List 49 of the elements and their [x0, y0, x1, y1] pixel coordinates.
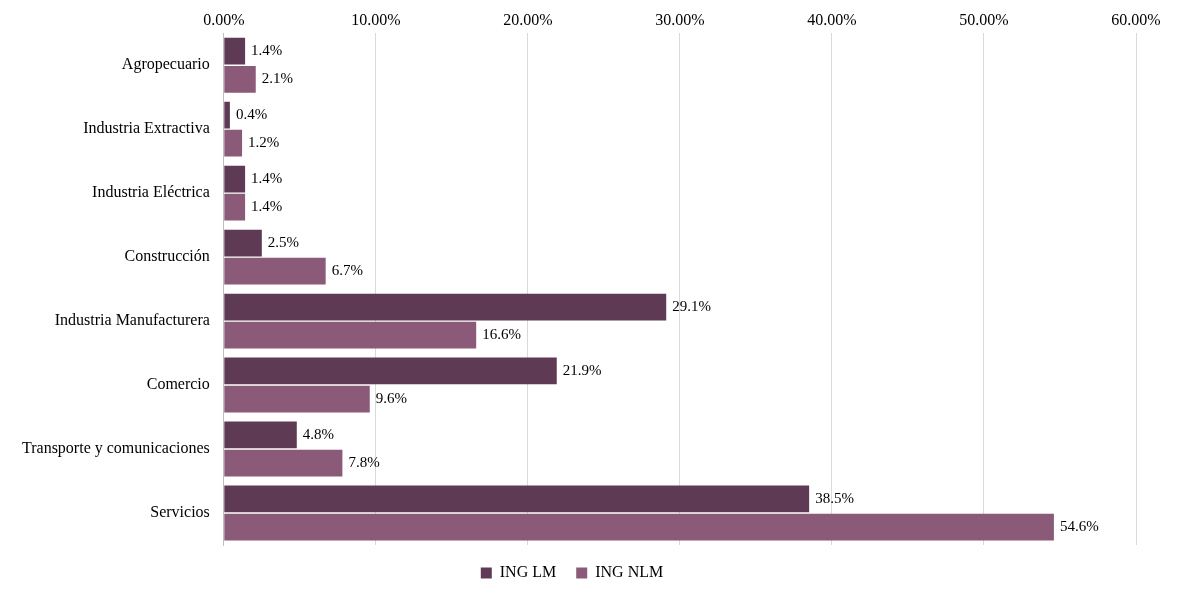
y-tick-label: Transporte y comunicaciones — [22, 439, 210, 458]
y-tick-label: Industria Eléctrica — [92, 183, 210, 201]
bar — [224, 357, 557, 385]
y-tick-label: Industria Manufacturera — [54, 311, 210, 329]
legend-label: ING NLM — [595, 563, 664, 581]
bar — [224, 129, 243, 157]
x-tick-label: 20.00% — [503, 10, 553, 28]
y-tick-label: Servicios — [150, 503, 210, 521]
bar — [224, 293, 667, 321]
bar — [224, 449, 343, 477]
data-label: 1.4% — [251, 170, 283, 186]
bar — [224, 165, 246, 193]
x-tick-label: 0.00% — [203, 10, 245, 28]
data-label: 7.8% — [348, 454, 380, 471]
bar — [224, 321, 477, 349]
data-label: 1.2% — [248, 134, 280, 151]
bar — [224, 385, 370, 413]
data-label: 6.7% — [331, 262, 363, 279]
bar — [224, 229, 262, 257]
legend-label: ING LM — [499, 563, 557, 581]
bar — [224, 37, 246, 65]
y-tick-label: Industria Extractiva — [83, 119, 210, 137]
bar — [224, 257, 326, 285]
bar — [224, 513, 1054, 541]
data-label: 54.6% — [1059, 518, 1099, 535]
data-label: 0.4% — [235, 106, 268, 123]
y-tick-label: Comercio — [146, 375, 210, 393]
bar — [224, 193, 246, 221]
data-label: 2.1% — [261, 70, 293, 87]
x-tick-label: 60.00% — [1111, 10, 1161, 28]
x-tick-label: 40.00% — [807, 10, 857, 28]
bar — [224, 485, 810, 513]
x-tick-label: 30.00% — [655, 10, 705, 28]
data-label: 21.9% — [562, 361, 602, 378]
data-label: 1.4% — [251, 42, 283, 59]
bar — [224, 101, 230, 129]
y-tick-label: Construcción — [124, 247, 210, 265]
x-tick-label: 10.00% — [351, 10, 401, 28]
data-label: 38.5% — [815, 489, 854, 506]
x-tick-label: 50.00% — [959, 10, 1009, 28]
data-label: 9.6% — [375, 390, 408, 407]
data-label: 16.6% — [482, 326, 521, 343]
bar — [224, 421, 297, 449]
data-label: 1.4% — [251, 198, 283, 215]
bar — [224, 65, 256, 93]
y-tick-label: Agropecuario — [121, 55, 210, 74]
data-label: 4.8% — [302, 425, 335, 442]
data-label: 2.5% — [267, 233, 300, 250]
data-label: 29.1% — [672, 297, 711, 314]
